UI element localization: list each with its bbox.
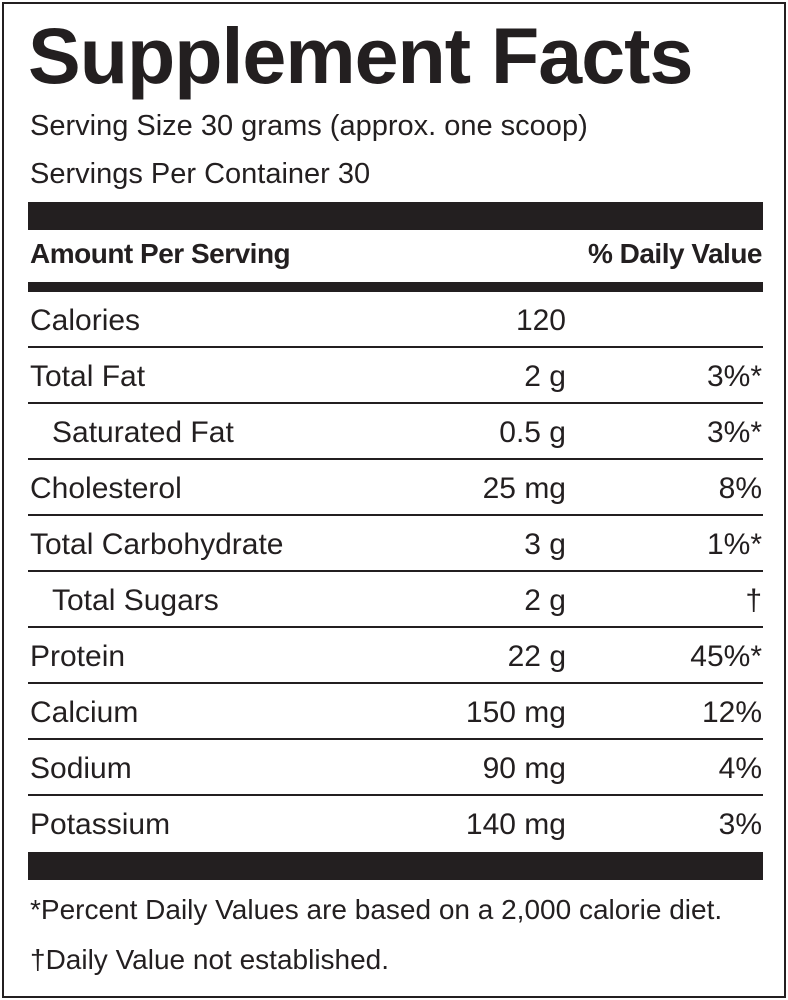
daily-value: 3%* [706,416,762,449]
row-rule [28,794,763,796]
nutrient-amount: 0.5 g [499,416,566,449]
footnote: *Percent Daily Values are based on a 2,0… [30,894,723,925]
nutrient-name: Total Sugars [52,584,219,617]
nutrient-amount: 140 mg [465,808,566,841]
daily-value: 3%* [706,360,762,393]
daily-value-header: % Daily Value [587,238,763,269]
nutrient-name: Sodium [30,752,132,785]
nutrient-name: Potassium [30,808,171,841]
footnote: †Daily Value not established. [30,944,390,975]
daily-value: 4% [718,752,762,785]
nutrient-amount: 3 g [524,528,566,561]
nutrient-amount: 2 g [524,360,566,393]
row-rule [28,682,763,684]
nutrient-name: Protein [30,640,126,673]
row-rule [28,570,763,572]
nutrient-name: Total Fat [30,360,146,393]
row-rule [28,346,763,348]
nutrient-name: Calcium [30,696,139,729]
servings-per-container: Servings Per Container 30 [30,158,371,190]
daily-value: 45%* [690,640,762,673]
thick-rule [28,202,763,230]
row-rule [28,626,763,628]
daily-value: 3% [718,808,762,841]
daily-value: 12% [701,696,762,729]
daily-value: 8% [718,472,762,505]
daily-value: † [745,584,762,617]
nutrient-name: Saturated Fat [52,416,234,449]
nutrient-amount: 120 [515,304,566,337]
thick-rule [28,852,763,880]
thick-rule [28,282,763,292]
nutrient-amount: 2 g [524,584,566,617]
nutrient-amount: 22 g [507,640,566,673]
row-rule [28,458,763,460]
amount-header: Amount Per Serving [30,238,291,269]
daily-value: 1%* [706,528,762,561]
nutrient-amount: 90 mg [482,752,566,785]
nutrient-amount: 25 mg [482,472,566,505]
serving-size: Serving Size 30 grams (approx. one scoop… [30,110,588,142]
nutrient-amount: 150 mg [465,696,566,729]
nutrient-name: Calories [30,304,141,337]
title: Supplement Facts [28,11,693,100]
row-rule [28,738,763,740]
nutrient-name: Cholesterol [30,472,182,505]
row-rule [28,402,763,404]
row-rule [28,514,763,516]
nutrient-name: Total Carbohydrate [30,528,284,561]
